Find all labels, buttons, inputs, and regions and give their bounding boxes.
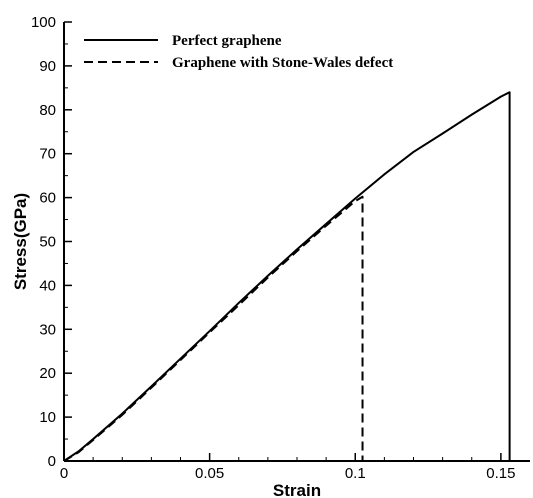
x-tick-label: 0.05 — [195, 465, 224, 482]
y-tick-label: 100 — [31, 14, 56, 31]
y-tick-label: 90 — [39, 58, 56, 75]
x-axis-title: Strain — [273, 481, 321, 498]
y-tick-label: 50 — [39, 234, 56, 251]
y-tick-label: 70 — [39, 146, 56, 163]
y-axis-title: Stress(GPa) — [11, 193, 30, 290]
x-tick-label: 0 — [60, 465, 68, 482]
legend: Perfect graphene Graphene with Stone-Wal… — [84, 33, 393, 71]
y-tick-label: 40 — [39, 277, 56, 294]
y-tick-label: 60 — [39, 190, 56, 207]
series-line-stone-wales — [63, 195, 364, 462]
y-tick-label: 20 — [39, 365, 56, 382]
y-tick-label: 30 — [39, 321, 56, 338]
ticks: 0 0.05 0.1 0.15 0 10 20 30 40 50 60 70 80 90 100 — [31, 14, 516, 482]
legend-label-perfect-graphene: Perfect graphene — [172, 33, 282, 49]
x-tick-label: 0.15 — [486, 465, 515, 482]
axes — [63, 22, 530, 462]
y-tick-label: 10 — [39, 409, 56, 426]
legend-label-stone-wales: Graphene with Stone-Wales defect — [172, 55, 393, 71]
x-tick-label: 0.1 — [345, 465, 366, 482]
y-tick-label: 80 — [39, 102, 56, 119]
y-tick-label: 0 — [48, 453, 56, 470]
series-layer — [63, 91, 511, 462]
